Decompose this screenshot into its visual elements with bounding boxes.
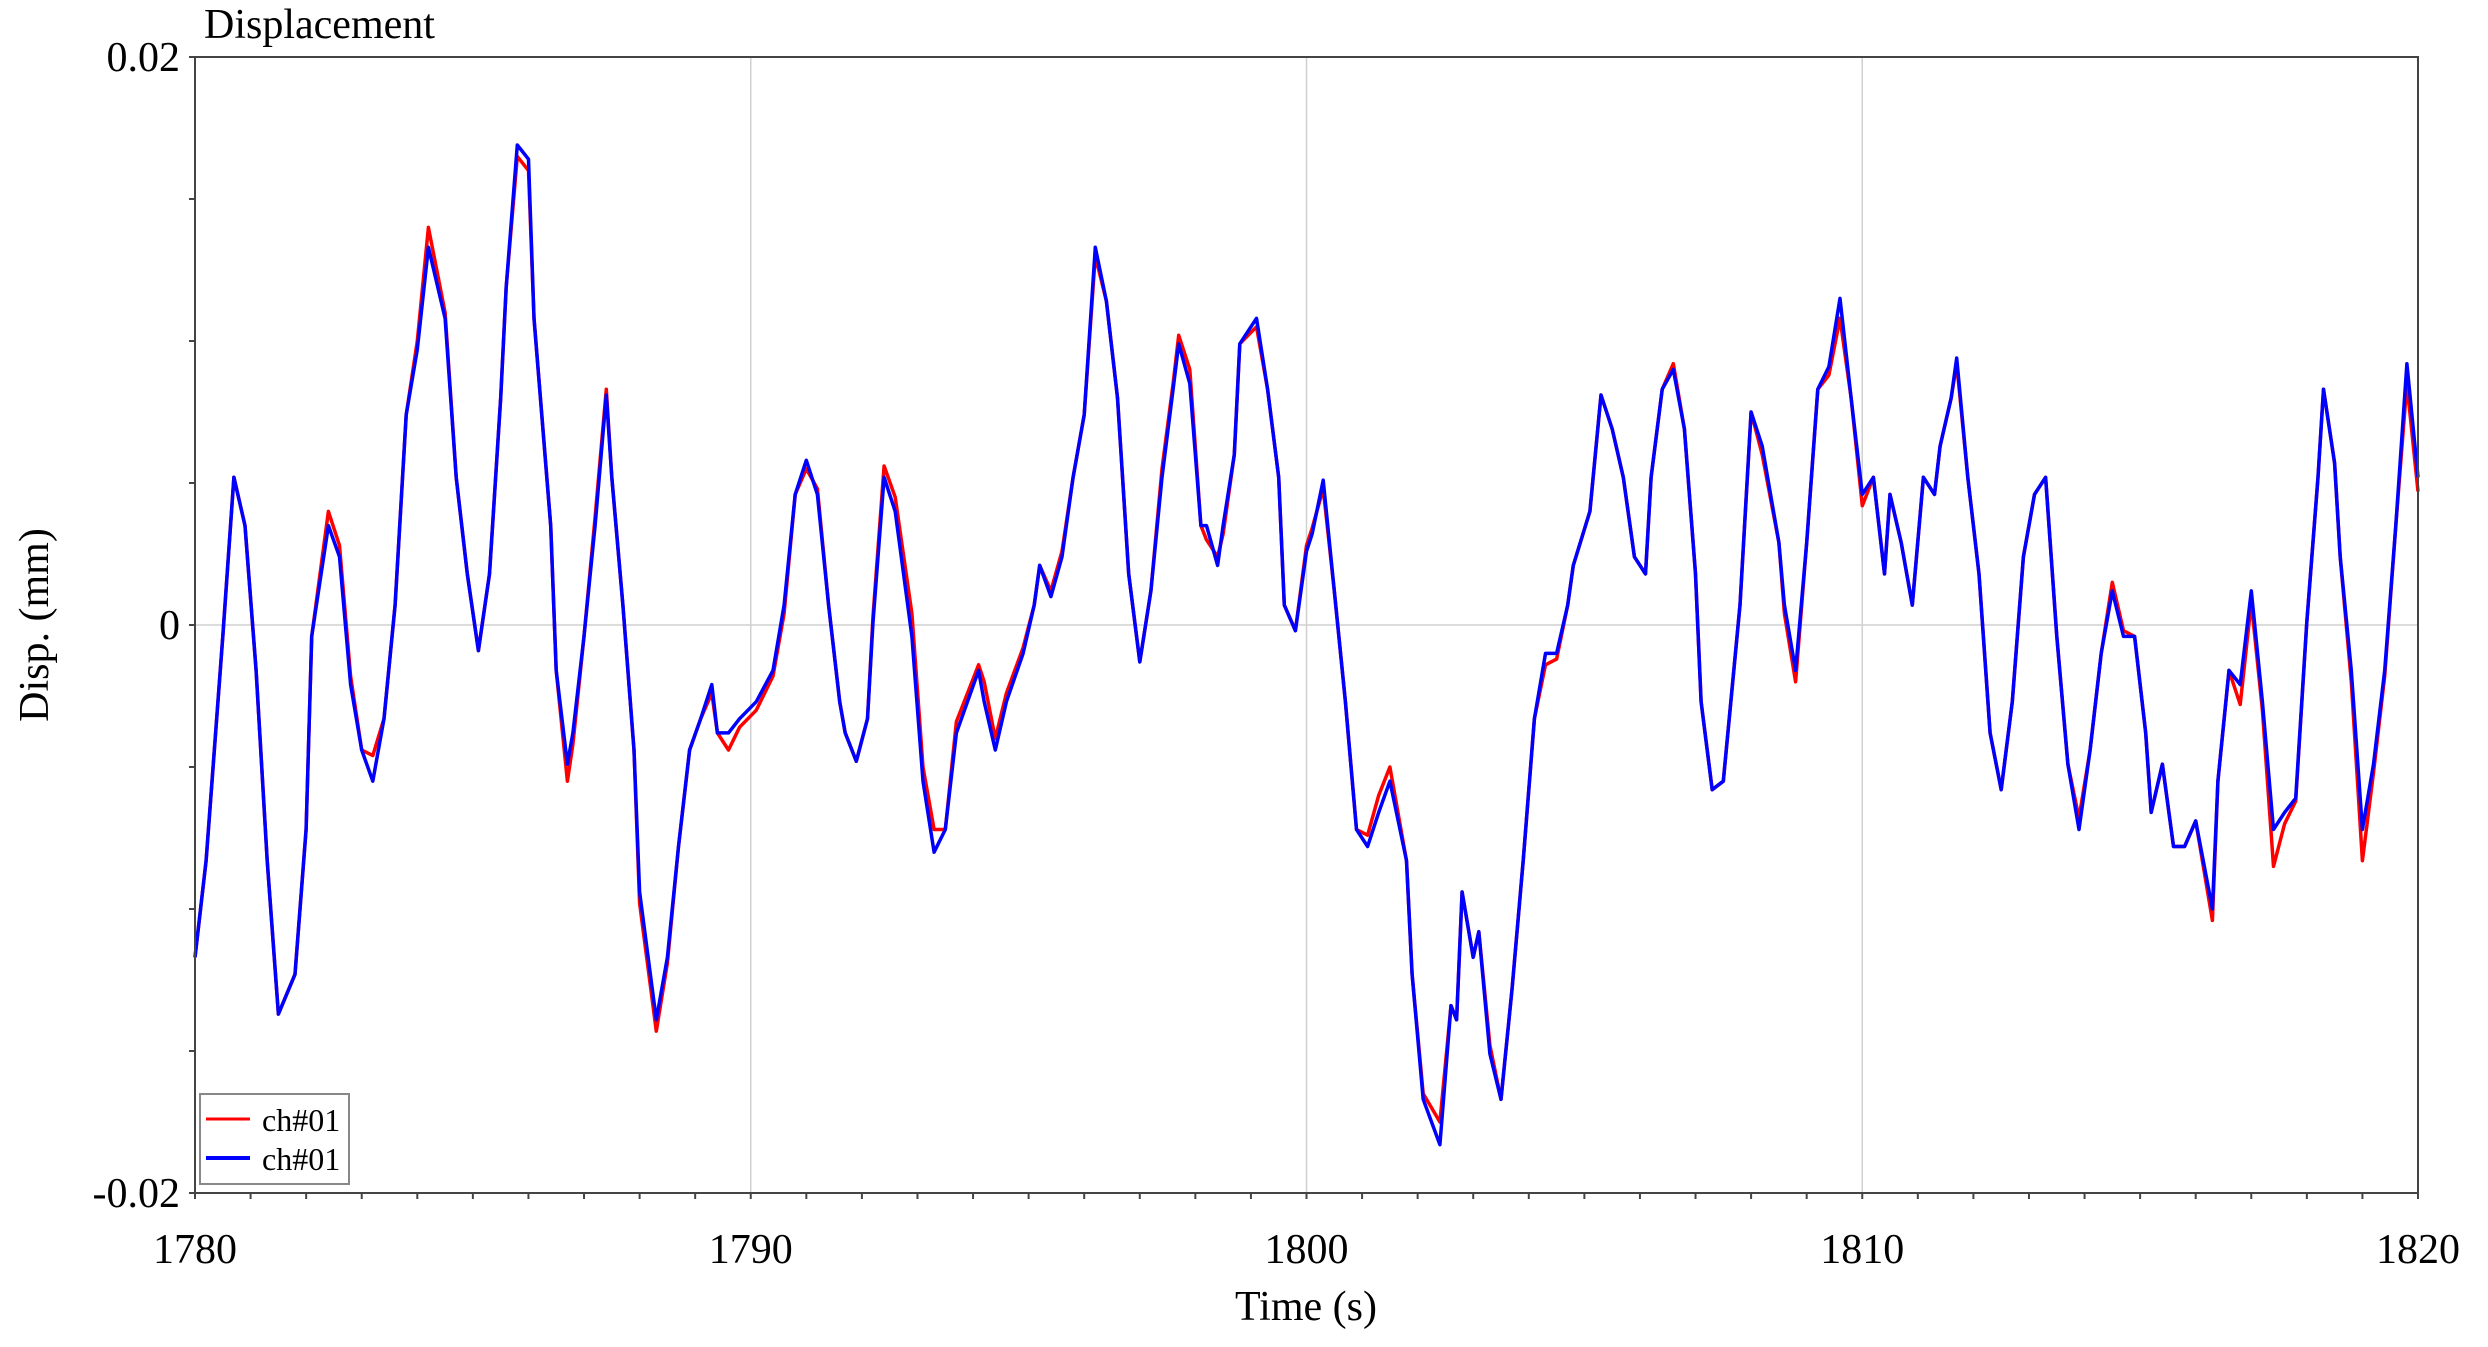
legend-label-1: ch#01 [262,1102,340,1138]
chart-title: Displacement [204,2,435,48]
x-tick-label: 1810 [1820,1227,1904,1273]
series-lines [193,143,2420,1147]
y-axis-label: Disp. (mm) [12,528,58,722]
legend: ch#01 ch#01 [199,1093,350,1185]
y-tick-label: 0.02 [107,35,181,81]
y-tick-label: 0 [159,603,180,649]
legend-box [199,1093,350,1185]
x-tick-label: 1780 [153,1227,237,1273]
x-axis-label: Time (s) [1235,1284,1377,1330]
ticks: 1780 1790 1800 1810 1820 -0.02 0 0.02 [93,35,2461,1273]
x-tick-label: 1800 [1265,1227,1349,1273]
grid [195,57,2418,1193]
y-tick-label: -0.02 [93,1171,181,1217]
x-tick-label: 1820 [2376,1227,2460,1273]
legend-label-2: ch#01 [262,1141,340,1177]
series-line-blue [193,143,2420,1147]
x-tick-label: 1790 [709,1227,793,1273]
